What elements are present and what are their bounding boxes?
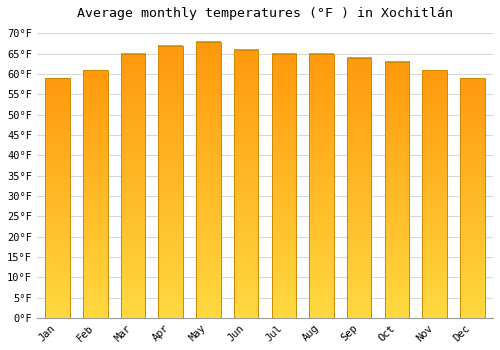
- Bar: [120, 54, 145, 318]
- Bar: [83, 70, 108, 318]
- Bar: [347, 58, 372, 318]
- Bar: [46, 78, 70, 318]
- Bar: [309, 54, 334, 318]
- Bar: [460, 78, 484, 318]
- Bar: [196, 42, 220, 318]
- Title: Average monthly temperatures (°F ) in Xochitlán: Average monthly temperatures (°F ) in Xo…: [77, 7, 453, 20]
- Bar: [158, 46, 183, 318]
- Bar: [422, 70, 447, 318]
- Bar: [384, 62, 409, 318]
- Bar: [272, 54, 296, 318]
- Bar: [234, 50, 258, 318]
